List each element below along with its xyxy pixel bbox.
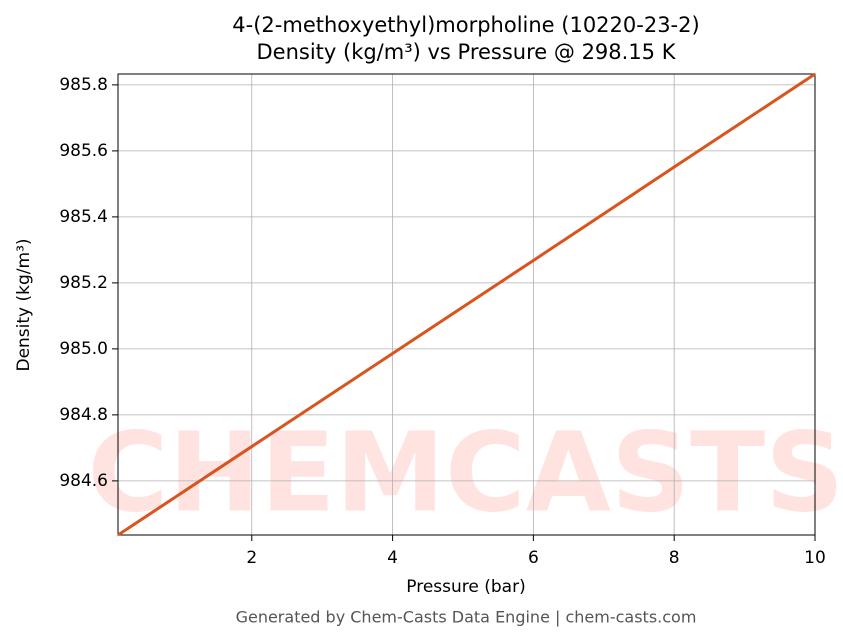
y-axis-label: Density (kg/m³) [14,238,34,371]
watermark: CHEMCASTS [88,408,843,536]
y-tick-label: 985.8 [59,75,108,95]
x-tick-label: 4 [387,548,398,568]
y-tick-label: 985.4 [59,207,108,227]
x-tick-label: 8 [669,548,680,568]
footer: Generated by Chem-Casts Data Engine | ch… [236,608,697,627]
y-tick-label: 985.2 [59,273,108,293]
y-tick-label: 985.6 [59,141,108,161]
x-tick-label: 10 [804,548,826,568]
x-tick-label: 2 [246,548,257,568]
chart-subtitle: Density (kg/m³) vs Pressure @ 298.15 K [256,40,676,64]
data-line [117,72,816,537]
y-tick-label: 985.0 [59,339,108,359]
x-tick-label: 6 [528,548,539,568]
y-tick-label: 984.6 [59,471,108,491]
x-axis-label: Pressure (bar) [406,577,525,597]
y-tick-label: 984.8 [59,405,108,425]
chart-title: 4-(2-methoxyethyl)morpholine (10220-23-2… [232,13,699,37]
plot-frame [117,73,816,536]
